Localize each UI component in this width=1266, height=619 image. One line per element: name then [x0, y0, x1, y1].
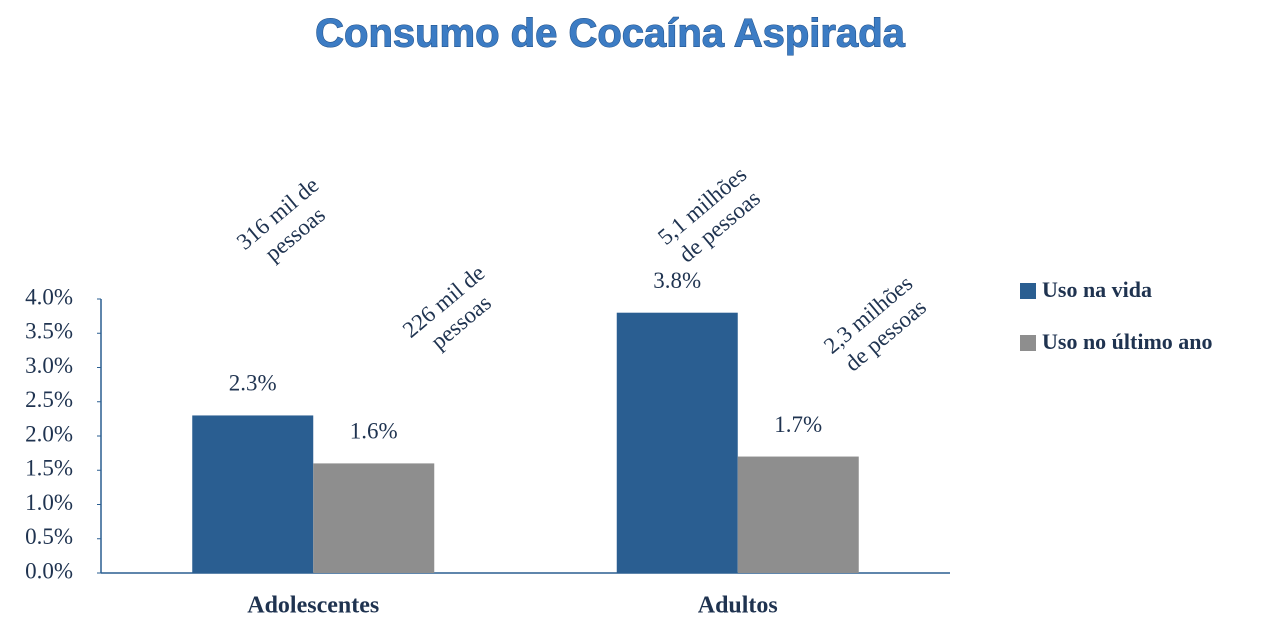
bar — [616, 312, 738, 573]
y-tick-label: 3.5% — [25, 319, 73, 344]
y-tick-label: 0.0% — [25, 558, 73, 583]
x-tick-label: Adolescentes — [247, 593, 379, 619]
x-tick-label: Adultos — [698, 593, 778, 619]
legend-swatch — [1020, 283, 1036, 299]
value-label: 1.6% — [350, 419, 398, 444]
y-tick-label: 3.0% — [25, 353, 73, 378]
legend-label: Uso na vida — [1042, 277, 1152, 302]
chart-title: Consumo de Cocaína Aspirada — [315, 12, 906, 56]
y-tick-label: 2.0% — [25, 421, 73, 446]
value-label: 3.8% — [653, 268, 701, 293]
bar — [313, 463, 435, 573]
y-tick-label: 1.0% — [25, 490, 73, 515]
legend-label: Uso no último ano — [1042, 329, 1213, 354]
value-label: 2.3% — [229, 371, 277, 396]
y-tick-label: 4.0% — [25, 284, 73, 309]
bar — [192, 415, 314, 573]
value-label: 1.7% — [774, 412, 822, 437]
legend-swatch — [1020, 335, 1036, 351]
y-tick-label: 1.5% — [25, 456, 73, 481]
y-tick-label: 2.5% — [25, 387, 73, 412]
bar — [737, 456, 859, 573]
y-tick-label: 0.5% — [25, 524, 73, 549]
